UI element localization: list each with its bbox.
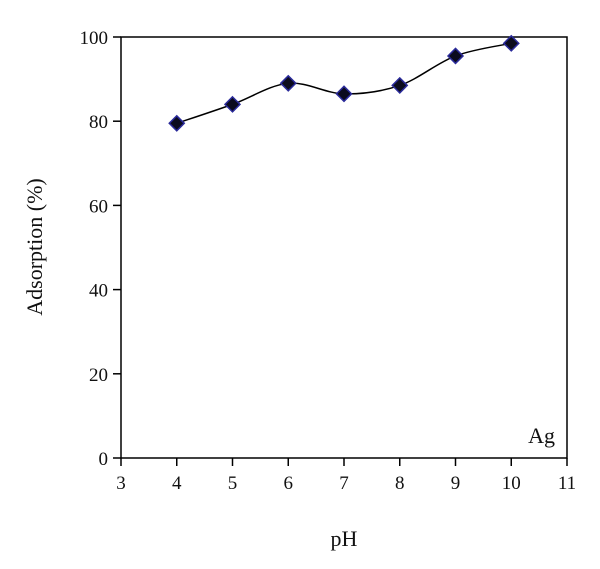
x-tick-label: 7 xyxy=(339,473,349,494)
data-point xyxy=(391,76,409,94)
y-tick-label: 40 xyxy=(89,281,108,302)
x-tick-label: 3 xyxy=(116,473,126,494)
series-annotation: Ag xyxy=(528,423,555,448)
y-tick-label: 80 xyxy=(89,112,108,133)
x-tick-label: 8 xyxy=(395,473,405,494)
y-tick-label: 100 xyxy=(80,28,109,49)
data-point xyxy=(446,47,465,65)
data-point xyxy=(223,95,242,113)
data-point xyxy=(502,34,520,52)
x-axis-ticks: 3 4 5 6 7 8 9 10 11 xyxy=(116,458,576,494)
data-point xyxy=(279,74,297,92)
y-axis-title: Adsorption (%) xyxy=(22,178,47,315)
x-tick-label: 6 xyxy=(284,473,294,494)
y-axis-ticks: 0 20 40 60 80 100 xyxy=(80,28,121,470)
x-tick-label: 4 xyxy=(172,473,182,494)
data-point xyxy=(168,114,186,132)
x-tick-label: 5 xyxy=(228,473,238,494)
x-axis-title: pH xyxy=(331,526,358,551)
x-tick-label: 10 xyxy=(502,473,521,494)
x-tick-label: 11 xyxy=(558,473,576,494)
data-point xyxy=(335,85,353,103)
x-tick-label: 9 xyxy=(451,473,461,494)
data-markers xyxy=(168,34,520,132)
y-tick-label: 60 xyxy=(89,196,108,217)
y-tick-label: 20 xyxy=(89,365,108,386)
y-tick-label: 0 xyxy=(99,449,109,470)
